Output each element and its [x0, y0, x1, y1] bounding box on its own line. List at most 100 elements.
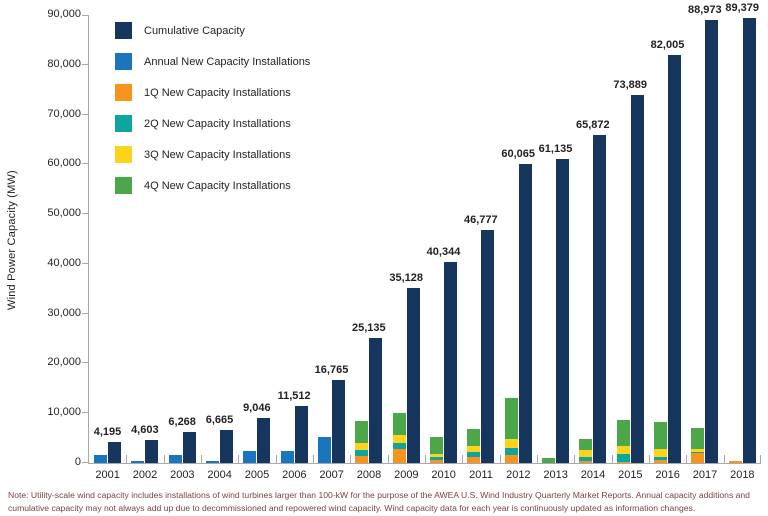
bar-value-label: 25,135	[352, 321, 386, 334]
x-axis-tick	[574, 455, 576, 463]
x-axis-year-label: 2016	[655, 469, 680, 481]
legend-swatch-3q-new-capacity-installations	[115, 146, 132, 163]
y-axis-tick	[82, 63, 89, 65]
bar-annual-new-capacity-installations-2006	[280, 450, 294, 463]
year-group-2012: 60,065 2012	[499, 15, 537, 481]
x-axis-tick	[313, 455, 314, 463]
bar-cumulative-capacity-2007	[332, 379, 345, 463]
year-group-2015: 73,889 2015	[611, 15, 649, 481]
bar-cumulative-capacity-2008	[369, 337, 383, 463]
bar-4q-new-capacity-installations-2008	[355, 421, 369, 444]
bar-cumulative-capacity-2010	[444, 262, 457, 463]
bar-cumulative-capacity-2011	[481, 230, 495, 463]
bar-1q-new-capacity-installations-2012	[504, 454, 518, 463]
bar-value-label: 82,005	[650, 38, 685, 51]
bar-cumulative-capacity-2001	[108, 442, 121, 463]
y-axis-tick	[82, 213, 89, 215]
bar-2q-new-capacity-installations-2014	[579, 456, 593, 461]
y-axis-tick-label: 0	[74, 456, 81, 468]
x-axis-year-label: 2006	[282, 469, 307, 481]
bar-cumulative-capacity-2005	[257, 417, 271, 463]
legend-item-3q-new-capacity-installations: 3Q New Capacity Installations	[115, 146, 310, 163]
year-group-2006: 11,512 2006	[275, 15, 313, 481]
x-axis-tick	[201, 455, 202, 463]
year-group-2017: 88,973 2017	[686, 4, 723, 481]
bar-4q-new-capacity-installations-2015	[616, 420, 630, 446]
bar-value-label: 6,665	[205, 413, 234, 426]
bar-cumulative-capacity-2004	[220, 429, 233, 463]
bar-value-label: 73,889	[613, 79, 647, 92]
y-axis-tick-label: 20,000	[47, 356, 81, 369]
x-axis-tick	[686, 455, 688, 463]
bar-value-label: 11,512	[277, 389, 311, 402]
y-axis-tick-label: 80,000	[47, 57, 81, 70]
y-axis-tick	[82, 312, 89, 314]
legend-label-cumulative-capacity: Cumulative Capacity	[144, 24, 245, 37]
x-axis-tick	[425, 455, 426, 463]
bar-4q-new-capacity-installations-2009	[392, 413, 406, 435]
legend-swatch-4q-new-capacity-installations	[115, 177, 132, 194]
year-group-2018: 89,379 2018	[723, 2, 761, 481]
bar-4q-new-capacity-installations-2014	[579, 438, 593, 451]
bar-4q-new-capacity-installations-2010	[430, 437, 443, 454]
x-axis-year-label: 2017	[692, 469, 718, 481]
year-group-2016: 82,005 2016	[649, 15, 686, 481]
bar-4q-new-capacity-installations-2017	[691, 428, 705, 449]
x-axis-tick	[611, 455, 613, 463]
legend: Cumulative Capacity Annual New Capacity I…	[115, 22, 310, 208]
bar-2q-new-capacity-installations-2009	[392, 442, 406, 449]
bar-value-label: 61,135	[538, 142, 573, 155]
x-axis-tick	[499, 455, 501, 463]
x-axis-year-label: 2002	[132, 469, 158, 481]
bar-annual-new-capacity-installations-2002	[131, 460, 145, 463]
y-axis-tick-label: 60,000	[47, 157, 81, 170]
bar-3q-new-capacity-installations-2014	[579, 450, 593, 457]
year-group-2013: 61,135 2013	[537, 15, 574, 481]
x-axis-tick	[462, 455, 464, 463]
x-axis-tick	[163, 455, 165, 463]
y-axis-tick-label: 70,000	[47, 107, 81, 120]
legend-swatch-annual-new-capacity-installations	[115, 53, 132, 70]
bar-cumulative-capacity-2015	[630, 95, 644, 463]
x-axis-tick	[537, 455, 538, 463]
legend-swatch-2q-new-capacity-installations	[115, 115, 132, 132]
x-axis-year-label: 2007	[319, 469, 344, 481]
bar-value-label: 35,128	[389, 272, 423, 285]
bar-value-label: 40,344	[426, 246, 461, 259]
bar-1q-new-capacity-installations-2016	[654, 460, 667, 463]
bar-cumulative-capacity-2003	[182, 431, 196, 463]
x-axis-tick	[649, 455, 650, 463]
year-group-2001: 4,195 2001	[89, 15, 126, 481]
bar-cumulative-capacity-2009	[406, 288, 420, 463]
bar-3q-new-capacity-installations-2008	[355, 443, 369, 451]
bar-4q-new-capacity-installations-2013	[542, 457, 555, 463]
legend-item-2q-new-capacity-installations: 2Q New Capacity Installations	[115, 115, 310, 132]
bar-value-label: 88,973	[688, 4, 722, 17]
bar-value-label: 6,268	[168, 415, 196, 428]
bar-1q-new-capacity-installations-2011	[467, 457, 481, 463]
bar-annual-new-capacity-installations-2003	[168, 454, 182, 463]
bar-2q-new-capacity-installations-2017	[691, 452, 705, 454]
y-axis-tick	[82, 362, 89, 364]
bar-1q-new-capacity-installations-2009	[392, 448, 406, 463]
bar-2q-new-capacity-installations-2016	[654, 457, 667, 461]
legend-label-4q-new-capacity-installations: 4Q New Capacity Installations	[144, 179, 291, 192]
x-axis-year-label: 2011	[469, 469, 493, 481]
bar-2q-new-capacity-installations-2011	[467, 452, 481, 458]
legend-swatch-cumulative-capacity	[115, 22, 132, 39]
x-axis-year-label: 2014	[580, 469, 606, 481]
year-group-2014: 65,872 2014	[574, 15, 611, 481]
x-axis-tick	[760, 455, 761, 463]
y-axis-tick	[82, 113, 89, 115]
bar-value-label: 46,777	[464, 214, 498, 227]
bar-cumulative-capacity-2012	[518, 164, 532, 463]
year-group-2002: 4,603 2002	[126, 15, 163, 481]
plot-area: 0 10,000 20,000 30,000 40,000 50,000 60,000 70,…	[47, 2, 761, 481]
year-group-2004: 6,665 2004	[201, 15, 238, 481]
year-group-2007: 16,765 2007	[313, 15, 350, 481]
bar-2q-new-capacity-installations-2010	[430, 456, 443, 461]
x-axis-year-label: 2004	[207, 469, 232, 481]
y-axis-tick	[82, 163, 89, 165]
bar-3q-new-capacity-installations-2015	[616, 445, 630, 454]
